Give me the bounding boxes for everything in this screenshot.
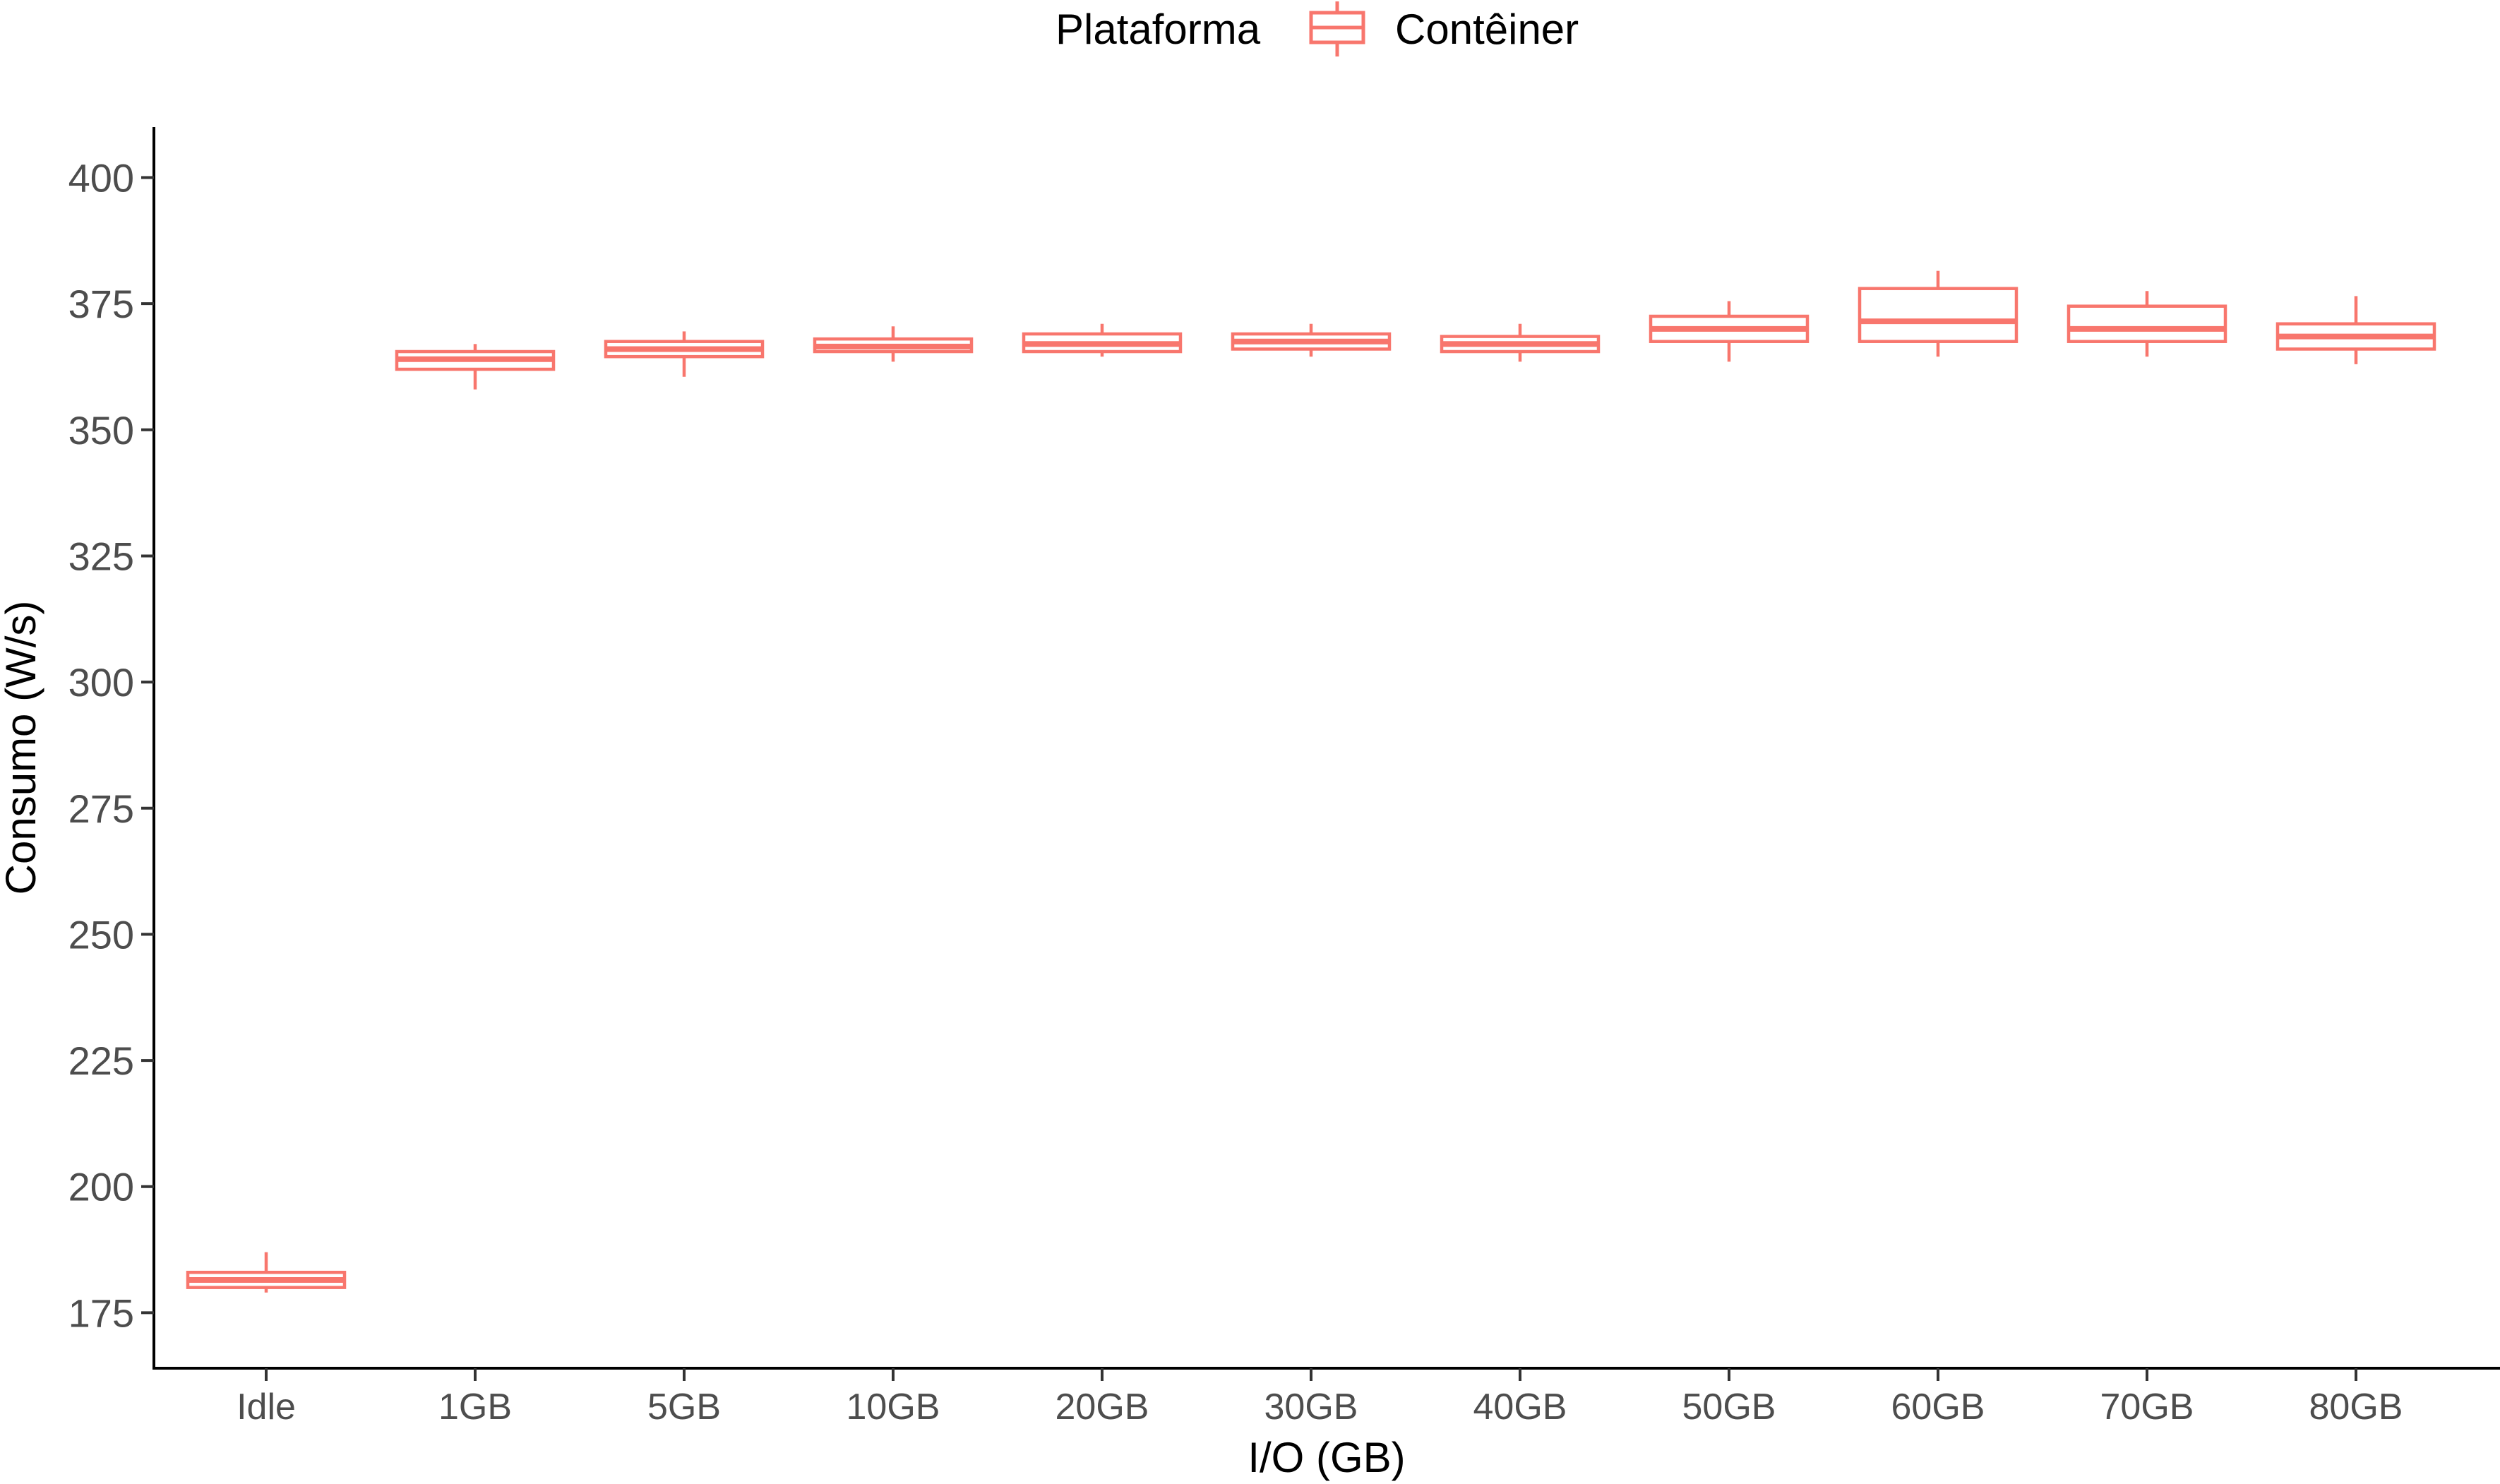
y-tick-label: 275 <box>68 786 134 831</box>
y-tick-label: 375 <box>68 282 134 326</box>
y-axis-title: Consumo (W/s) <box>0 601 44 895</box>
y-tick-label: 300 <box>68 660 134 705</box>
x-tick-label: Idle <box>237 1387 296 1428</box>
boxplot-40GB <box>1440 323 1601 362</box>
boxplot-5GB <box>604 331 765 377</box>
x-tick-label: 20GB <box>1055 1387 1149 1428</box>
x-tick-label: 50GB <box>1682 1387 1776 1428</box>
boxplot-10GB <box>813 326 974 362</box>
y-tick-label: 250 <box>68 912 134 957</box>
x-tick-label: 1GB <box>438 1387 512 1428</box>
x-tick-label: 5GB <box>647 1387 721 1428</box>
box <box>2067 304 2227 343</box>
boxplot-70GB <box>2067 291 2227 357</box>
x-tick-label: 30GB <box>1264 1387 1358 1428</box>
legend-entry-label: Contêiner <box>1395 6 1579 53</box>
x-tick-label: 40GB <box>1473 1387 1567 1428</box>
x-axis-title: I/O (GB) <box>1248 1434 1405 1481</box>
y-ticks: 175 200 225 250 275 300 325 350 375 400 <box>68 155 154 1335</box>
x-tick-label: 80GB <box>2309 1387 2403 1428</box>
y-tick-label: 400 <box>68 155 134 200</box>
boxplot-20GB <box>1022 323 1183 357</box>
boxplot-50GB <box>1649 301 1810 362</box>
y-tick-label: 350 <box>68 408 134 453</box>
y-tick-label: 225 <box>68 1039 134 1083</box>
x-tick-label: 70GB <box>2100 1387 2194 1428</box>
boxplot-80GB <box>2275 296 2436 364</box>
boxplot-60GB <box>1858 270 2018 357</box>
y-tick-label: 200 <box>68 1165 134 1209</box>
legend-title: Plataforma <box>1055 6 1261 53</box>
boxplots <box>186 270 2436 1293</box>
y-tick-label: 175 <box>68 1291 134 1335</box>
y-tick-label: 325 <box>68 534 134 578</box>
x-tick-label: 60GB <box>1891 1387 1985 1428</box>
x-tick-label: 10GB <box>847 1387 940 1428</box>
legend-key-box-icon <box>1309 1 1365 56</box>
boxplot-1GB <box>395 344 556 390</box>
legend: Plataforma Contêiner <box>1055 1 1579 56</box>
x-ticks: Idle 1GB 5GB 10GB 20GB 30GB 40GB 50GB 60GB 70GB 80… <box>237 1368 2403 1428</box>
boxplot-30GB <box>1231 323 1392 357</box>
boxplot-Idle <box>186 1252 347 1293</box>
box <box>1858 287 2018 343</box>
